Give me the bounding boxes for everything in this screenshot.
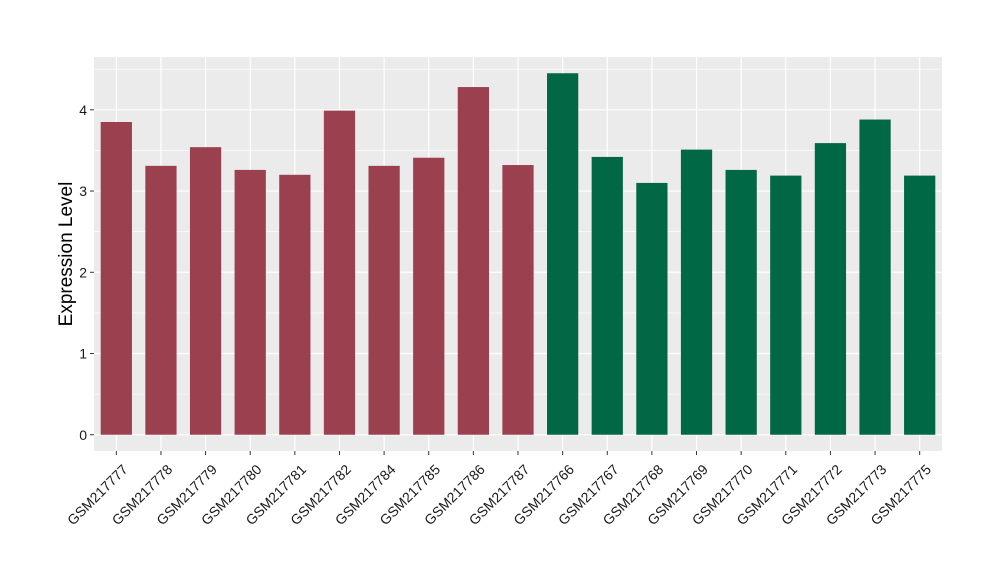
bar-GSM217768: [636, 182, 668, 435]
bar-GSM217775: [904, 175, 936, 435]
bar-GSM217781: [279, 174, 311, 435]
bar-GSM217772: [814, 143, 847, 435]
y-axis-title: Expression Level: [56, 182, 77, 327]
bar-GSM217780: [234, 169, 266, 435]
y-tick-label: 3: [79, 183, 87, 199]
bar-GSM217782: [323, 110, 356, 435]
bar-GSM217786: [457, 87, 489, 435]
bar-GSM217779: [189, 147, 222, 435]
bar-GSM217770: [725, 169, 757, 435]
bar-GSM217767: [591, 156, 623, 435]
y-tick-label: 1: [79, 346, 87, 362]
bar-GSM217787: [502, 165, 534, 435]
bar-GSM217771: [770, 175, 802, 435]
x-axis: GSM217777GSM217778GSM217779GSM217780GSM2…: [64, 451, 934, 528]
y-axis: 0 1 2 3 4: [79, 102, 94, 443]
bars: [100, 73, 936, 435]
bar-GSM217778: [145, 165, 177, 435]
y-tick-label: 2: [79, 264, 87, 280]
y-tick-label: 4: [79, 102, 87, 118]
y-tick-label: 0: [79, 427, 87, 443]
bar-GSM217769: [680, 149, 713, 435]
bar-GSM217785: [413, 157, 445, 435]
bar-GSM217766: [547, 73, 579, 435]
bar-GSM217777: [100, 121, 132, 435]
bar-GSM217773: [859, 119, 891, 435]
bar-GSM217784: [368, 165, 400, 435]
